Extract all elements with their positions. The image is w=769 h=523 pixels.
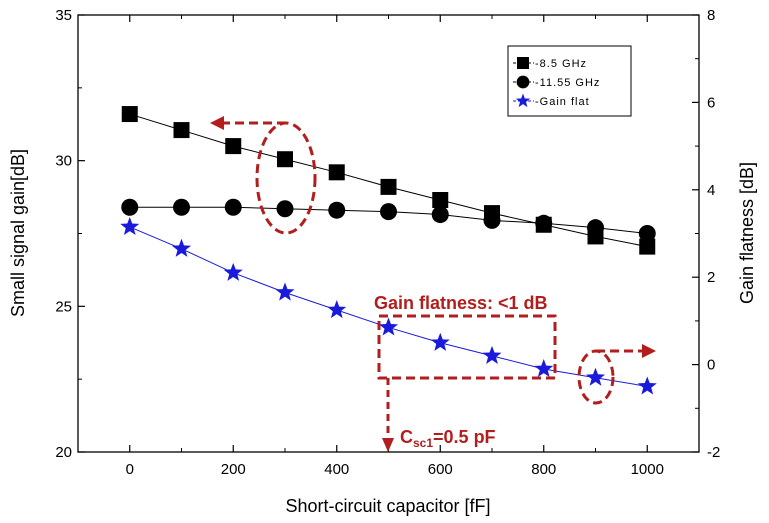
annotations: Gain flatness: <1 dB Csc1=0.5 pF: [210, 116, 656, 452]
data-point: [328, 201, 346, 219]
y-axis-left-label: Small signal gain[dB]: [8, 149, 28, 317]
axes-ticks: 0 200 400 600 800 1000 20 25 30 35 -2 0 2 4 6 8: [55, 7, 720, 478]
data-point: [224, 198, 242, 216]
data-point: [121, 106, 138, 123]
y-left-tick-label: 25: [55, 298, 72, 315]
flatness-box: [377, 314, 557, 380]
legend: -8.5 GHz -11.55 GHz -Gain flat: [507, 45, 632, 117]
data-point: [277, 151, 293, 168]
data-point: [173, 198, 190, 216]
data-point: [482, 345, 502, 364]
data-point: [173, 122, 190, 139]
x-tick-label: 200: [221, 461, 246, 478]
y-right-tick-label: 6: [707, 94, 715, 111]
data-point: [638, 225, 656, 242]
data-point: [121, 198, 139, 216]
legend-label: -11.55 GHz: [535, 77, 600, 89]
data-point: [171, 238, 192, 257]
data-point: [120, 216, 140, 236]
csc-main: C: [400, 427, 413, 447]
y-right-tick-label: 2: [707, 269, 715, 286]
data-point: [380, 203, 397, 221]
data-point: [328, 164, 345, 181]
left-arrow-head: [210, 116, 224, 130]
legend-marker: [516, 75, 530, 89]
x-tick-label: 0: [126, 461, 134, 478]
x-tick-label: 400: [324, 461, 349, 478]
data-point: [225, 138, 242, 155]
data-point: [223, 262, 243, 281]
data-point: [637, 376, 657, 395]
y-axis-right-label: Gain flatness [dB]: [737, 162, 757, 304]
x-axis-label: Short-circuit capacitor [fF]: [285, 496, 490, 516]
series-0: [121, 106, 656, 255]
series-layer: [120, 106, 657, 395]
data-point: [432, 191, 449, 208]
y-left-tick-label: 35: [55, 7, 72, 24]
legend-marker: [517, 57, 529, 69]
right-arrow-head: [642, 344, 656, 358]
y-right-tick-label: 0: [707, 357, 715, 374]
legend-items: -8.5 GHz -11.55 GHz -Gain flat: [513, 57, 600, 108]
x-tick-label: 800: [531, 461, 556, 478]
y-right-tick-label: 4: [707, 182, 715, 199]
data-point: [275, 282, 295, 301]
flatness-annotation: Gain flatness: <1 dB: [374, 293, 548, 313]
y-left-tick-label: 30: [55, 153, 72, 170]
data-point: [639, 238, 656, 255]
data-point: [276, 200, 294, 218]
legend-label: -Gain flat: [535, 96, 590, 108]
x-tick-label: 600: [428, 461, 453, 478]
series-2: [120, 216, 657, 395]
y-left-tick-label: 20: [55, 444, 72, 461]
data-point: [431, 206, 449, 224]
legend-label: -8.5 GHz: [535, 58, 587, 70]
data-point: [430, 332, 450, 351]
csc-value: =0.5 pF: [433, 427, 496, 447]
data-point: [483, 211, 501, 229]
x-tick-label: 1000: [631, 461, 664, 478]
y-right-tick-label: -2: [707, 444, 720, 461]
csc-arrow-head: [382, 438, 394, 452]
csc-sub: sc1: [413, 436, 433, 450]
data-point: [585, 367, 606, 386]
y-right-tick-label: 8: [707, 7, 715, 24]
data-point: [380, 178, 397, 195]
csc-annotation: Csc1=0.5 pF: [400, 427, 496, 450]
legend-marker: [515, 93, 531, 108]
series-1: [121, 198, 656, 242]
data-point: [378, 317, 399, 336]
data-point: [587, 219, 604, 237]
data-point: [535, 214, 553, 232]
data-point: [534, 358, 554, 378]
data-point: [327, 299, 347, 319]
